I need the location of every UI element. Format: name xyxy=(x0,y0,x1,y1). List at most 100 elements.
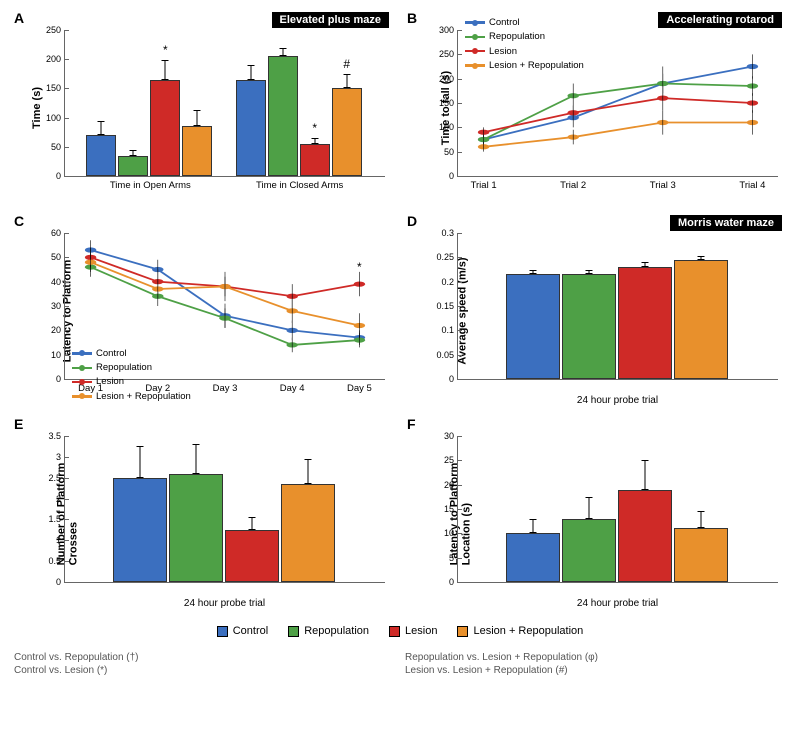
error-bar xyxy=(644,460,645,489)
error-bar xyxy=(282,48,283,57)
bar xyxy=(506,274,560,379)
ytick: 250 xyxy=(46,25,65,35)
x-label: 24 hour probe trial xyxy=(64,598,385,609)
error-bar xyxy=(250,65,251,80)
ytick: 100 xyxy=(46,113,65,123)
legend-dot xyxy=(472,20,478,26)
legend-row: Control xyxy=(72,347,191,360)
ytick: 0.05 xyxy=(436,350,458,360)
legend-row: Lesion xyxy=(72,375,191,388)
error-bar xyxy=(133,150,134,156)
error-bar xyxy=(314,138,315,144)
y-axis-label: Time (s) xyxy=(31,87,43,129)
legend-label: Lesion + Repopulation xyxy=(96,390,191,403)
error-bar xyxy=(588,497,589,519)
panel-A: AElevated plus mazeTime (s)0501001502002… xyxy=(14,10,393,205)
legend-box xyxy=(217,626,228,637)
sig-mark: * xyxy=(312,121,317,135)
legend-dot xyxy=(472,34,478,40)
error-bar xyxy=(101,121,102,136)
inline-legend: ControlRepopulation LesionLesion + Repopu… xyxy=(465,16,584,73)
panel-title: Elevated plus maze xyxy=(272,12,390,28)
bar xyxy=(268,56,298,176)
ytick: 1.5 xyxy=(48,514,65,524)
ytick: 50 xyxy=(444,147,458,157)
panel-F: FLatency to PlatformLocation (s)05101520… xyxy=(407,416,786,611)
bar xyxy=(674,260,728,379)
bar xyxy=(182,126,212,176)
inline-legend: ControlRepopulationLesionLesion + Repopu… xyxy=(72,347,191,404)
legend-text: Control xyxy=(233,625,268,637)
x-label: 24 hour probe trial xyxy=(457,598,778,609)
ytick: 150 xyxy=(439,98,458,108)
ytick: 0.15 xyxy=(436,301,458,311)
legend-label: Repopulation xyxy=(489,30,545,43)
footnote: Repopulation vs. Lesion + Repopulation (… xyxy=(405,652,786,663)
xtick: Time in Open Arms xyxy=(110,176,191,191)
error-bar xyxy=(307,459,308,484)
xtick: Trial 4 xyxy=(739,176,765,191)
chart-area: 00.511.522.533.5 xyxy=(64,436,385,583)
legend-label: Lesion xyxy=(96,375,124,388)
sig-mark: # xyxy=(343,57,350,71)
legend-item: Lesion + Repopulation xyxy=(457,625,583,637)
legend-box xyxy=(389,626,400,637)
bar xyxy=(674,528,728,582)
bar xyxy=(618,267,672,379)
panel-label: E xyxy=(14,416,23,432)
panel-D: DMorris water mazeAverage speed (m/s)00.… xyxy=(407,213,786,408)
error-bar xyxy=(700,256,701,260)
xtick: Day 5 xyxy=(347,379,372,394)
ytick: 2 xyxy=(56,494,65,504)
ytick: 25 xyxy=(444,455,458,465)
ytick: 0 xyxy=(56,374,65,384)
ytick: 3 xyxy=(56,452,65,462)
panel-title: Accelerating rotarod xyxy=(658,12,782,28)
legend-swatch xyxy=(465,36,485,39)
error-bar xyxy=(165,60,166,79)
legend-item: Repopulation xyxy=(288,625,369,637)
error-bar xyxy=(532,519,533,534)
bar xyxy=(118,156,148,176)
panel-label: C xyxy=(14,213,24,229)
bar xyxy=(300,144,330,176)
legend-swatch xyxy=(72,381,92,384)
bar xyxy=(225,530,279,582)
legend-label: Control xyxy=(489,16,520,29)
bar xyxy=(562,519,616,582)
legend-text: Lesion + Repopulation xyxy=(473,625,583,637)
bar xyxy=(86,135,116,176)
legend-label: Lesion + Repopulation xyxy=(489,59,584,72)
legend-swatch xyxy=(72,367,92,370)
xtick: Trial 1 xyxy=(471,176,497,191)
panel-C: CLatency to Platform0102030405060Day 1Da… xyxy=(14,213,393,408)
footnotes: Control vs. Repopulation (†) Repopulation… xyxy=(14,648,786,676)
ytick: 0 xyxy=(449,171,458,181)
ytick: 1 xyxy=(56,535,65,545)
bar xyxy=(618,490,672,582)
sig-mark: * xyxy=(163,43,168,57)
footnote: Control vs. Repopulation (†) xyxy=(14,652,395,663)
legend-text: Lesion xyxy=(405,625,437,637)
legend-dot xyxy=(79,379,85,385)
legend-label: Lesion xyxy=(489,45,517,58)
legend-swatch xyxy=(465,21,485,24)
ytick: 20 xyxy=(51,325,65,335)
legend-label: Control xyxy=(96,347,127,360)
legend-box xyxy=(457,626,468,637)
chart-area: 051015202530 xyxy=(457,436,778,583)
ytick: 0 xyxy=(56,171,65,181)
bar xyxy=(236,80,266,176)
bar xyxy=(113,478,167,582)
legend-item: Control xyxy=(217,625,268,637)
ytick: 300 xyxy=(439,25,458,35)
error-bar xyxy=(700,511,701,528)
legend-row: Lesion xyxy=(465,45,584,58)
legend-dot xyxy=(79,393,85,399)
error-bar xyxy=(588,270,589,275)
panel-label: A xyxy=(14,10,24,26)
legend-dot xyxy=(79,365,85,371)
x-label: 24 hour probe trial xyxy=(457,395,778,406)
ytick: 250 xyxy=(439,49,458,59)
error-bar xyxy=(532,270,533,274)
